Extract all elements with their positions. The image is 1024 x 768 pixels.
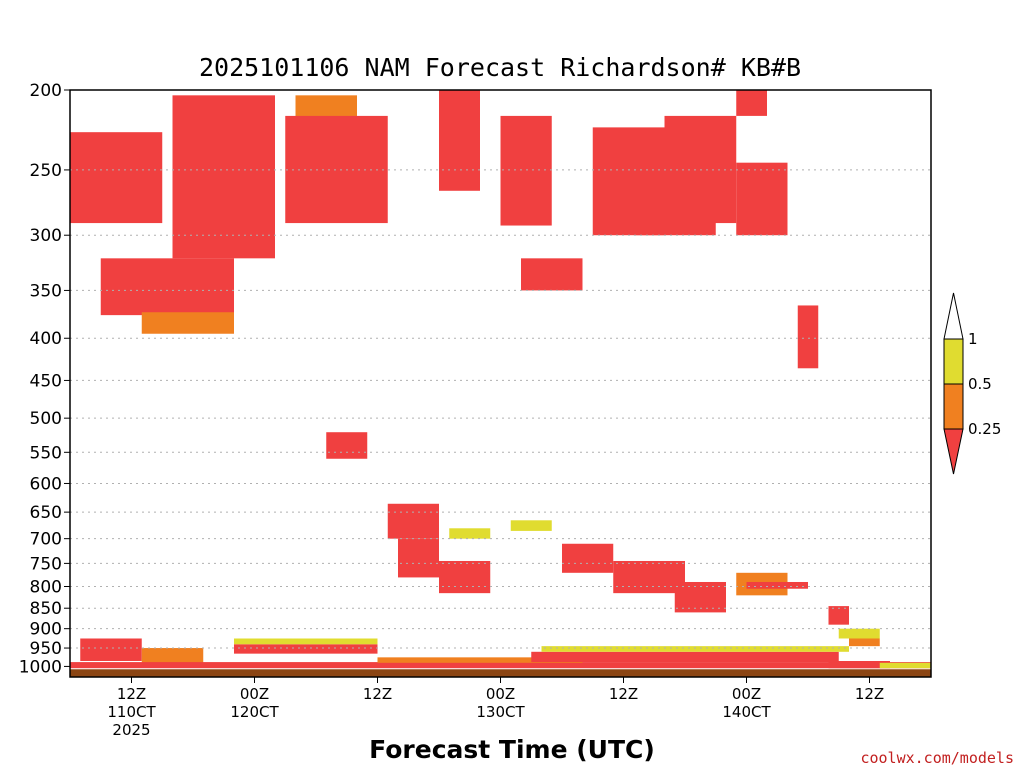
y-tick-label-400: 400 (30, 329, 62, 349)
x-tick-label-3-0: 00Z (486, 685, 515, 703)
y-tick-label-700: 700 (30, 530, 62, 550)
y-tick-label-500: 500 (30, 409, 62, 429)
x-tick-label-3-1: 130CT (476, 703, 525, 721)
heatmap-cell-19 (449, 528, 491, 539)
heatmap-cells (70, 90, 931, 669)
ground-band (70, 669, 931, 677)
heatmap-cell-37 (838, 628, 880, 639)
heatmap-cell-21 (562, 543, 614, 573)
y-tick-label-300: 300 (30, 226, 62, 246)
heatmap-cell-20 (510, 520, 552, 531)
x-tick-label-1-0: 00Z (240, 685, 269, 703)
x-tick-label-2-0: 12Z (363, 685, 392, 703)
y-tick-label-850: 850 (30, 599, 62, 619)
y-tick-label-450: 450 (30, 371, 62, 391)
heatmap-cell-8 (521, 258, 583, 291)
heatmap-cell-5 (285, 115, 388, 224)
y-tick-label-600: 600 (30, 474, 62, 494)
y-tick-label-900: 900 (30, 620, 62, 640)
heatmap-cell-17 (398, 538, 439, 578)
legend-swatch-3 (943, 428, 964, 475)
heatmap-cell-27 (80, 638, 142, 662)
color-legend: 1 0.5 0.25 (943, 292, 1001, 475)
heatmap-cell-38 (849, 638, 880, 647)
heatmap-cell-16 (387, 503, 439, 539)
legend-label-0: 1 (968, 330, 978, 348)
heatmap-cell-14 (797, 305, 819, 369)
y-tick-label-1000: 1000 (19, 657, 62, 677)
heatmap-cell-22 (613, 560, 685, 594)
legend-label-1: 0.5 (968, 375, 992, 393)
heatmap-cell-31 (70, 662, 931, 669)
heatmap-cell-34 (541, 646, 849, 652)
heatmap-cell-3 (172, 95, 275, 259)
legend-swatch-1 (943, 338, 964, 385)
y-tick-label-650: 650 (30, 503, 62, 523)
x-tick-label-0-0: 12Z (117, 685, 146, 703)
heatmap-cell-25 (746, 581, 808, 589)
heatmap-cell-2 (141, 312, 234, 334)
heatmap-cell-28 (141, 648, 204, 663)
x-axis-label: Forecast Time (UTC) (369, 735, 655, 764)
x-tick-label-5-1: 140CT (722, 703, 771, 721)
x-tick-label-1-1: 120CT (230, 703, 279, 721)
x-tick-label-0-2: 2025 (112, 721, 150, 739)
x-tick-label-0-1: 110CT (107, 703, 156, 721)
heatmap-cell-23 (674, 581, 726, 613)
y-tick-label-350: 350 (30, 281, 62, 301)
heatmap-cell-30 (234, 638, 378, 645)
y-tick-label-950: 950 (30, 639, 62, 659)
heatmap-cell-33 (531, 651, 839, 663)
chart-title: 2025101106 NAM Forecast Richardson# KB#B (199, 53, 801, 82)
legend-swatch-0 (943, 292, 964, 340)
legend-swatch-2 (943, 383, 964, 430)
heatmap-cell-32 (377, 657, 583, 663)
heatmap-cell-15 (326, 432, 368, 459)
heatmap-cell-13 (736, 90, 767, 116)
y-axis: 200 250 300 350 400 450 500 550 600 650 700 750 8008… (19, 81, 70, 677)
heatmap-cell-35 (828, 661, 890, 669)
heatmap-cell-7 (500, 115, 552, 226)
credit-text: coolwx.com/models (860, 749, 1014, 767)
y-tick-label-200: 200 (30, 81, 62, 101)
y-tick-label-550: 550 (30, 443, 62, 463)
heatmap-cell-12 (736, 162, 788, 236)
y-tick-label-750: 750 (30, 554, 62, 574)
heatmap-cell-29 (234, 644, 378, 654)
heatmap-cell-0 (70, 132, 163, 224)
heatmap-cell-36 (879, 662, 931, 669)
heatmap-cell-1 (100, 258, 234, 316)
heatmap-cell-18 (439, 560, 491, 594)
x-tick-label-6-0: 12Z (855, 685, 884, 703)
y-tick-label-250: 250 (30, 161, 62, 181)
legend-label-2: 0.25 (968, 420, 1001, 438)
heatmap-cell-6 (439, 90, 480, 191)
y-tick-label-800: 800 (30, 577, 62, 597)
x-tick-label-4-0: 12Z (609, 685, 638, 703)
x-tick-label-5-0: 00Z (732, 685, 761, 703)
heatmap-cell-26 (828, 606, 849, 625)
